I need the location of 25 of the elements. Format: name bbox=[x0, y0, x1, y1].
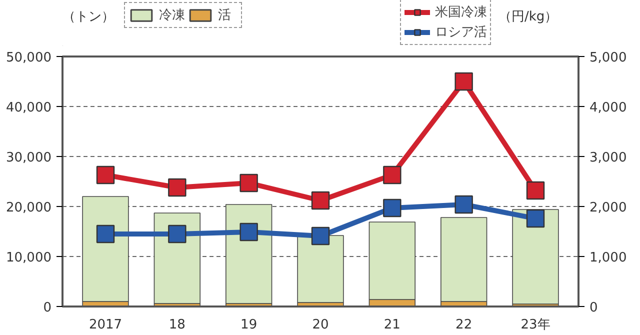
y2-tick-label: 5,000 bbox=[590, 50, 627, 66]
y2-tick-label: 0 bbox=[590, 300, 598, 316]
y-tick-label: 50,000 bbox=[6, 50, 52, 66]
legend-label: ロシア活 bbox=[435, 24, 487, 41]
y2-tick-label: 1,000 bbox=[590, 250, 627, 266]
y-tick-label: 0 bbox=[43, 300, 52, 316]
y-tick-label: 10,000 bbox=[6, 250, 52, 266]
x-tick-label: 19 bbox=[240, 318, 258, 332]
y2-tick-label: 2,000 bbox=[590, 200, 627, 216]
x-tick-label: 21 bbox=[384, 318, 400, 332]
y2-axis-title: （円/kg） bbox=[498, 10, 558, 24]
y-tick-label: 30,000 bbox=[6, 150, 52, 166]
y2-tick-label: 3,000 bbox=[590, 150, 627, 166]
y-tick-label: 20,000 bbox=[6, 200, 52, 216]
x-tick-label: 23年 bbox=[520, 318, 550, 332]
legend-label: 冷凍 bbox=[159, 7, 185, 24]
y-tick-label: 40,000 bbox=[6, 100, 52, 116]
y-axis-title: （トン） bbox=[62, 10, 114, 24]
x-tick-label: 22 bbox=[456, 318, 472, 332]
x-tick-label: 18 bbox=[168, 318, 186, 332]
x-tick-label: 20 bbox=[312, 318, 329, 332]
legend-label: 米国冷凍 bbox=[435, 4, 487, 21]
legend-label: 活 bbox=[218, 7, 232, 24]
x-tick-label: 2017 bbox=[88, 318, 122, 332]
y2-tick-label: 4,000 bbox=[590, 100, 627, 116]
